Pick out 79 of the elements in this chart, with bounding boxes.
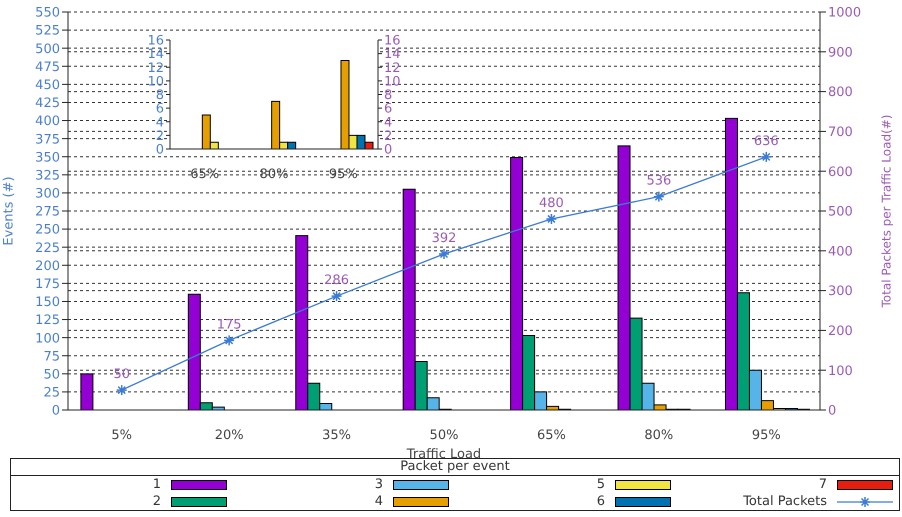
- y-tick-label: 6: [156, 102, 164, 117]
- legend-label: 5: [596, 477, 605, 492]
- data-label: 536: [646, 174, 672, 189]
- data-label: 636: [754, 134, 779, 149]
- legend-title: Packet per event: [11, 459, 899, 476]
- data-label: 175: [216, 317, 242, 332]
- legend-label: 7: [818, 477, 827, 492]
- y-tick-label: 75: [43, 349, 60, 364]
- y-tick-label: 450: [35, 78, 60, 93]
- y2-tick-label: 300: [828, 284, 853, 300]
- x-tick-label: 20%: [214, 428, 244, 444]
- y-axis-title: Events (#): [2, 176, 17, 246]
- y-tick-label: 500: [35, 42, 60, 57]
- y2-tick-label: 900: [828, 45, 853, 60]
- legend-label: 1: [152, 477, 161, 492]
- y2-tick-label: 1000: [828, 6, 862, 21]
- y2-tick-label: 16: [384, 34, 401, 49]
- y-tick-label: 375: [35, 132, 60, 148]
- y2-tick-label: 14: [384, 47, 401, 62]
- y-tick-label: 50: [43, 367, 60, 382]
- y-tick-label: 125: [35, 313, 60, 328]
- y-tick-label: 14: [147, 47, 164, 62]
- y-tick-label: 8: [156, 88, 164, 104]
- y-tick-label: 275: [35, 204, 60, 220]
- x-tick-label: 80%: [260, 167, 288, 182]
- y-tick-label: 175: [35, 276, 60, 292]
- y-tick-label: 300: [35, 186, 60, 202]
- y2-tick-label: 6: [384, 102, 392, 117]
- y-tick-label: 250: [35, 222, 60, 238]
- y-tick-label: 550: [35, 6, 60, 21]
- y-tick-label: 225: [35, 240, 60, 256]
- legend-label: 6: [596, 494, 605, 509]
- y-tick-label: 525: [35, 24, 60, 39]
- y-tick-label: 10: [147, 74, 164, 90]
- y2-axis-title: Total Packets per Traffic Load(#): [879, 114, 894, 308]
- y-tick-label: 475: [35, 60, 60, 75]
- y-tick-label: 325: [35, 168, 60, 184]
- y2-tick-label: 600: [828, 164, 853, 180]
- y-tick-label: 12: [147, 60, 164, 76]
- y-tick-label: 0: [156, 142, 164, 158]
- y2-tick-label: 400: [828, 244, 853, 260]
- y2-tick-label: 0: [384, 142, 392, 158]
- y2-tick-label: 8: [384, 88, 392, 104]
- y2-tick-label: 500: [828, 204, 853, 220]
- y2-tick-label: 0: [828, 404, 836, 419]
- x-tick-label: 5%: [111, 428, 132, 444]
- y-tick-label: 25: [43, 386, 60, 401]
- x-tick-label: 50%: [430, 428, 458, 444]
- y2-tick-label: 800: [828, 85, 853, 100]
- x-tick-label: 95%: [328, 167, 358, 182]
- data-label: 480: [539, 196, 564, 211]
- y-tick-label: 0: [52, 404, 60, 419]
- y2-tick-label: 100: [828, 364, 853, 379]
- y-tick-label: 2: [156, 128, 164, 144]
- x-tick-label: 65%: [536, 428, 566, 444]
- x-tick-label: 65%: [190, 167, 220, 182]
- data-label: 286: [324, 273, 349, 288]
- y-tick-label: 350: [35, 150, 60, 166]
- y-tick-label: 100: [35, 331, 60, 346]
- y2-tick-label: 200: [828, 324, 853, 340]
- x-tick-label: 95%: [752, 428, 781, 444]
- y2-tick-label: 2: [384, 128, 392, 144]
- legend-label: 3: [374, 477, 383, 492]
- x-tick-label: 35%: [322, 428, 352, 444]
- y-tick-label: 150: [35, 295, 60, 310]
- x-tick-label: 80%: [644, 428, 674, 444]
- y2-tick-label: 10: [384, 74, 401, 90]
- data-label: 392: [432, 230, 456, 246]
- y2-tick-label: 700: [828, 125, 853, 140]
- y-tick-label: 200: [35, 258, 60, 274]
- data-label: 50: [113, 367, 130, 382]
- y-tick-label: 425: [35, 96, 60, 112]
- y-tick-label: 4: [156, 115, 164, 130]
- y-tick-label: 400: [35, 114, 60, 130]
- legend-label: Total Packets: [743, 494, 827, 509]
- legend-label: 4: [374, 494, 383, 509]
- y2-tick-label: 12: [384, 60, 401, 76]
- y-tick-label: 16: [147, 34, 164, 49]
- y2-tick-label: 4: [384, 115, 392, 130]
